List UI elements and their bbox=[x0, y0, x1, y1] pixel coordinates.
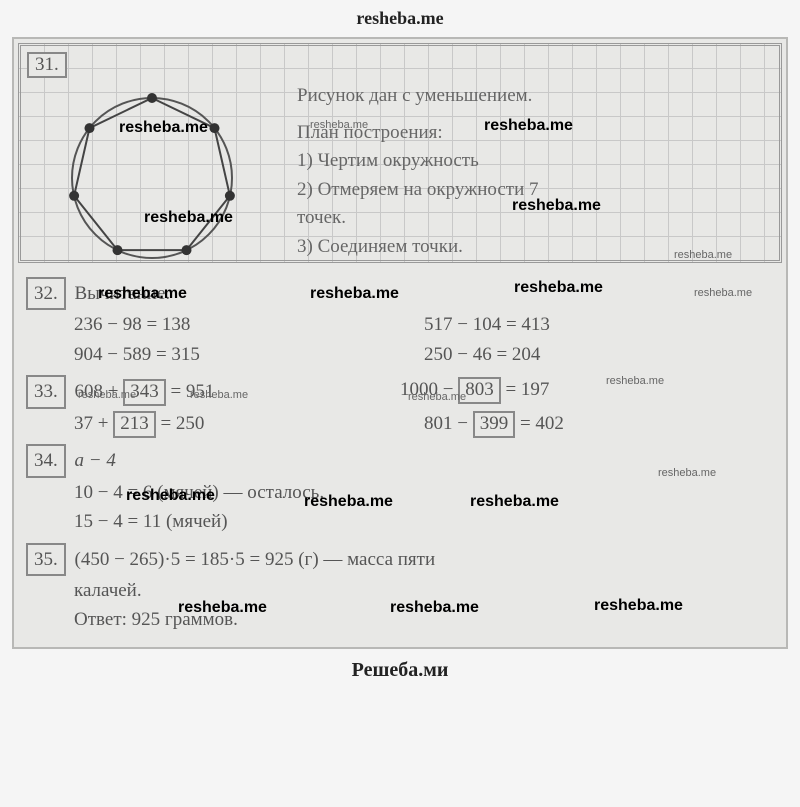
eq-pre: 37 + bbox=[74, 413, 113, 434]
problem-number-32: 32. bbox=[26, 277, 66, 310]
problem-number-35: 35. bbox=[26, 543, 66, 576]
boxed-value: 803 bbox=[458, 377, 501, 404]
plan-step-2: 2) Отмеряем на окружности 7 bbox=[297, 176, 773, 205]
eq-pre: 608 + bbox=[75, 381, 124, 402]
plan-text: Рисунок дан с уменьшением. План построен… bbox=[297, 78, 773, 280]
plan-title: План построения: bbox=[297, 119, 773, 148]
prob34-line3: 15 − 4 = 11 (мячей) bbox=[26, 507, 774, 536]
site-header: resheba.me bbox=[0, 0, 800, 37]
boxed-value: 399 bbox=[473, 411, 516, 438]
problem-35: 35. (450 − 265)·5 = 185·5 = 925 (г) — ма… bbox=[26, 543, 774, 635]
eq: 517 − 104 = 413 bbox=[424, 310, 774, 339]
boxed-value: 343 bbox=[123, 379, 166, 406]
eq-pre: 801 − bbox=[424, 413, 473, 434]
problem-31-frame: 31. Рисунок дан с уменьшением. План пост… bbox=[18, 43, 782, 263]
eq-pre: 1000 − bbox=[400, 379, 458, 400]
problem-number-34: 34. bbox=[26, 444, 66, 477]
plan-step-3: 3) Соединяем точки. bbox=[297, 233, 773, 262]
plan-step-1: 1) Чертим окружность bbox=[297, 147, 773, 176]
eq-post: = 197 bbox=[501, 379, 550, 400]
eq: 250 − 46 = 204 bbox=[424, 340, 774, 369]
eq: 236 − 98 = 138 bbox=[74, 310, 424, 339]
problem-number-31: 31. bbox=[27, 52, 67, 78]
eq-post: = 951 bbox=[166, 381, 215, 402]
plan-step-2b: точек. bbox=[297, 204, 773, 233]
problem-33: 33. 608 + 343 = 951 1000 − 803 = 197 37 … bbox=[26, 375, 774, 438]
site-footer: Решеба.ми bbox=[0, 649, 800, 688]
circle-diagram bbox=[27, 78, 287, 280]
prob34-line1: a − 4 bbox=[75, 450, 116, 471]
eq-post: = 250 bbox=[156, 413, 205, 434]
problems-area: 32. Вычитание. 236 − 98 = 138 517 − 104 … bbox=[18, 263, 782, 643]
prob32-title: Вычитание. bbox=[75, 283, 171, 304]
eq: 904 − 589 = 315 bbox=[74, 340, 424, 369]
boxed-value: 213 bbox=[113, 411, 156, 438]
problem-32: 32. Вычитание. 236 − 98 = 138 517 − 104 … bbox=[26, 277, 774, 369]
prob35-line2: калачей. bbox=[26, 576, 774, 605]
prob34-line2: 10 − 4 = 6 (мячей) — осталось. bbox=[26, 478, 774, 507]
problem-34: 34. a − 4 10 − 4 = 6 (мячей) — осталось.… bbox=[26, 444, 774, 536]
caption: Рисунок дан с уменьшением. bbox=[297, 82, 773, 111]
prob35-answer: Ответ: 925 граммов. bbox=[26, 605, 774, 634]
main-content: 31. Рисунок дан с уменьшением. План пост… bbox=[12, 37, 788, 649]
problem-number-33: 33. bbox=[26, 375, 66, 408]
prob35-line1: (450 − 265)·5 = 185·5 = 925 (г) — масса … bbox=[75, 549, 436, 570]
eq-post: = 402 bbox=[515, 413, 564, 434]
heptagon-svg bbox=[57, 88, 257, 278]
